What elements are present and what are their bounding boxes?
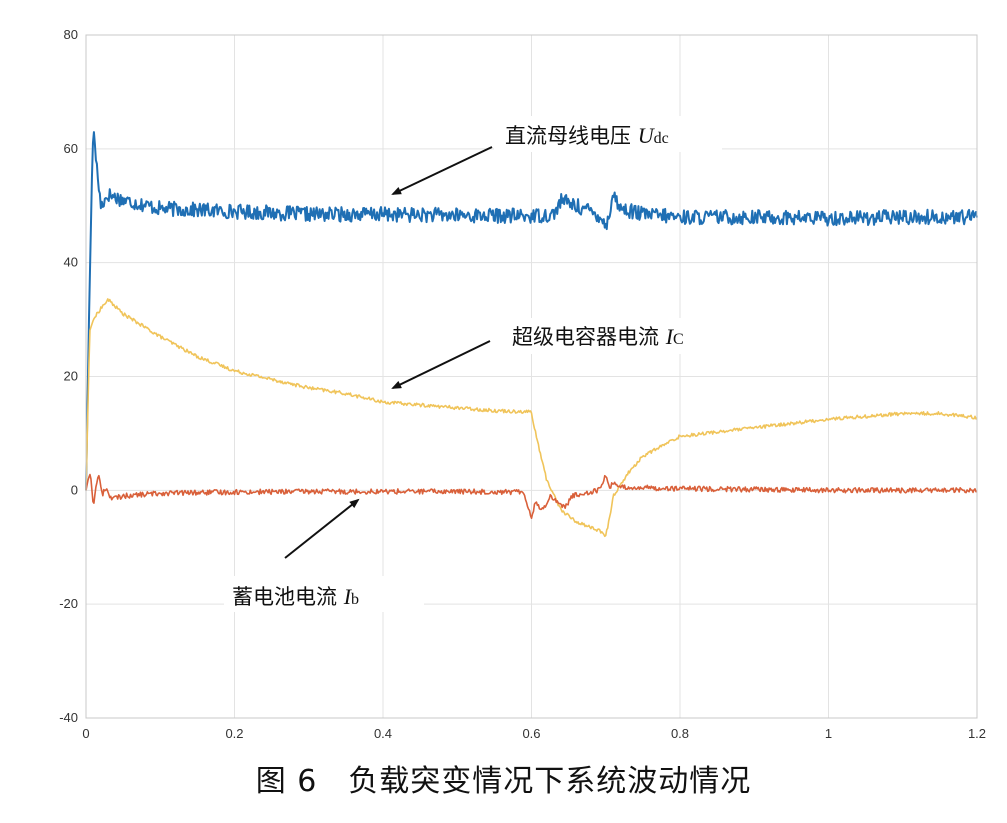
annotation-ib-subscript: b bbox=[351, 591, 359, 608]
svg-text:超级电容器电流 IC: 超级电容器电流 IC bbox=[512, 324, 684, 349]
y-tick-label: 40 bbox=[64, 255, 78, 270]
annotation-udc: 直流母线电压 Udc bbox=[391, 116, 722, 195]
svg-text:蓄电池电流 Ib: 蓄电池电流 Ib bbox=[232, 584, 359, 609]
y-tick-label: -20 bbox=[59, 596, 78, 611]
series-ic-line bbox=[85, 298, 978, 538]
series-ib-line bbox=[85, 473, 978, 520]
annotation-ib-arrow bbox=[284, 498, 360, 559]
annotation-ic-arrow bbox=[391, 340, 491, 389]
x-tick-label: 0.2 bbox=[225, 726, 243, 741]
series-udc-line bbox=[85, 131, 978, 491]
tick-labels: 0 0.2 0.4 0.6 0.8 1 1.2 -40 -20 0 20 40 60 80 bbox=[59, 27, 986, 741]
y-tick-label: 20 bbox=[64, 369, 78, 384]
plot-frame bbox=[85, 34, 978, 719]
annotation-udc-label: 直流母线电压 bbox=[505, 124, 638, 148]
y-tick-label: 60 bbox=[64, 141, 78, 156]
y-tick-label: 0 bbox=[71, 482, 78, 497]
x-tick-label: 0.4 bbox=[374, 726, 392, 741]
x-tick-label: 0 bbox=[82, 726, 89, 741]
x-tick-label: 0.8 bbox=[671, 726, 689, 741]
annotation-ic: 超级电容器电流 IC bbox=[391, 318, 734, 389]
annotation-udc-arrow bbox=[391, 146, 493, 195]
svg-text:直流母线电压 Udc: 直流母线电压 Udc bbox=[505, 123, 669, 148]
figure-caption: 图 6 负载突变情况下系统波动情况 bbox=[255, 764, 752, 799]
annotation-ic-subscript: C bbox=[673, 331, 684, 348]
annotation-udc-subscript: dc bbox=[654, 130, 669, 147]
x-tick-label: 0.6 bbox=[522, 726, 540, 741]
y-tick-label: 80 bbox=[64, 27, 78, 42]
x-tick-label: 1.2 bbox=[968, 726, 986, 741]
x-tick-label: 1 bbox=[825, 726, 832, 741]
annotation-ib-label: 蓄电池电流 bbox=[232, 585, 344, 609]
y-tick-label: -40 bbox=[59, 710, 78, 725]
annotation-ib: 蓄电池电流 Ib bbox=[224, 498, 424, 612]
annotation-udc-symbol: U bbox=[638, 123, 656, 148]
annotation-ic-label: 超级电容器电流 bbox=[512, 325, 666, 349]
annotation-ib-symbol: I bbox=[343, 584, 353, 609]
series-layer bbox=[85, 131, 978, 538]
annotation-ic-symbol: I bbox=[665, 324, 675, 349]
